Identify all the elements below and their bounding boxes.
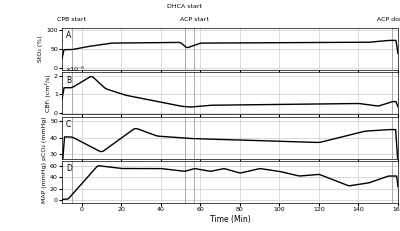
Text: D: D: [66, 164, 72, 173]
Text: DHCA start: DHCA start: [167, 4, 202, 9]
Y-axis label: pCO₂ (mmHg): pCO₂ (mmHg): [42, 116, 47, 160]
Text: A: A: [66, 31, 71, 40]
Text: B: B: [66, 76, 71, 85]
X-axis label: Time (Min): Time (Min): [210, 215, 250, 224]
Y-axis label: CBFᵢ (cm²/s): CBFᵢ (cm²/s): [45, 74, 51, 112]
Y-axis label: StO₂ (%): StO₂ (%): [38, 36, 44, 62]
Y-axis label: MAP (mmHg): MAP (mmHg): [42, 162, 47, 203]
Text: C: C: [66, 120, 71, 129]
Text: ACP done: ACP done: [377, 17, 400, 22]
Text: ×10⁻⁸: ×10⁻⁸: [65, 67, 84, 72]
Text: CPB start: CPB start: [57, 17, 86, 22]
Text: ACP start: ACP start: [180, 17, 209, 22]
